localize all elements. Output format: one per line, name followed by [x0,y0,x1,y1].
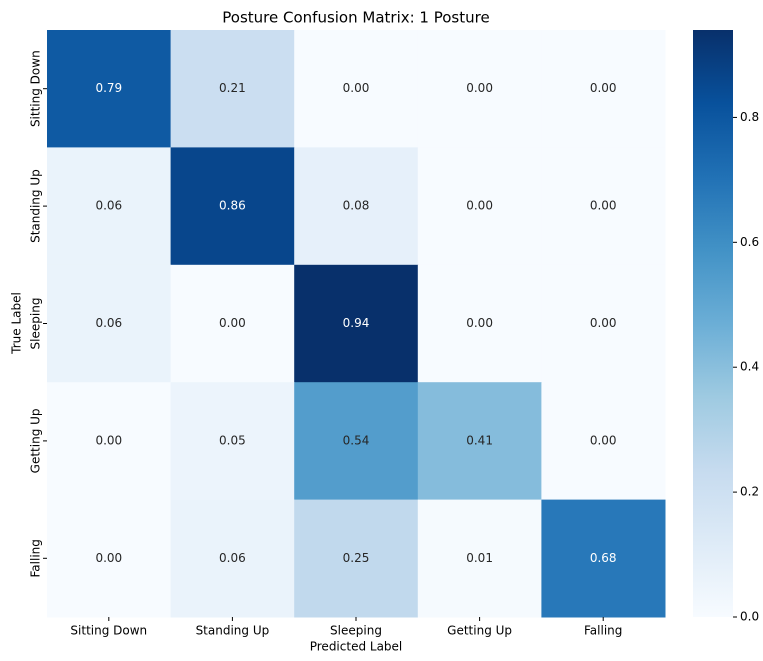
cell-label: 0.06 [219,551,246,565]
heatmap-cell [294,382,419,501]
heatmap-cell [47,264,172,383]
heatmap-cell [170,30,295,148]
cell-label: 0.54 [343,433,370,447]
cell-label: 0.00 [466,81,493,95]
colorbar-tick-label: 0.6 [740,235,759,249]
cell-label: 0.00 [343,81,370,95]
heatmap-cell [417,499,542,618]
cell-label: 0.00 [590,316,617,330]
y-tick-label: Sitting Down [29,50,43,127]
cell-label: 0.94 [343,316,370,330]
heatmap-cell [417,147,542,266]
x-tick-label: Standing Up [196,624,270,638]
cell-label: 0.00 [590,433,617,447]
heatmap-cell [541,382,666,501]
heatmap-cell [47,30,172,148]
cell-label: 0.25 [343,551,370,565]
colorbar-tick-label: 0.0 [740,610,759,624]
heatmap-cell [294,30,419,148]
heatmap-cell [47,382,172,501]
x-tick-label: Getting Up [447,624,512,638]
colorbar-tick-label: 0.8 [740,110,759,124]
x-tick-label: Sitting Down [70,624,147,638]
heatmap-cell [170,147,295,266]
y-tick-label: Getting Up [29,408,43,473]
cell-label: 0.06 [95,316,122,330]
cell-label: 0.00 [95,551,122,565]
cell-label: 0.05 [219,433,246,447]
y-tick-label: Standing Up [29,169,43,243]
x-tick-label: Falling [584,624,622,638]
heatmap-cell [294,499,419,618]
y-axis-label: True Label [10,292,24,355]
cell-label: 0.79 [95,81,122,95]
heatmap-cell [47,147,172,266]
cell-label: 0.00 [219,316,246,330]
cell-label: 0.21 [219,81,246,95]
heatmap-cell [47,499,172,618]
heatmap-cell [170,499,295,618]
colorbar-tick-label: 0.2 [740,485,759,499]
colorbar [693,30,733,617]
cell-label: 0.06 [95,199,122,213]
cell-label: 0.00 [466,199,493,213]
chart-title: Posture Confusion Matrix: 1 Posture [222,9,489,27]
heatmap-cell [170,264,295,383]
heatmap-cell [294,147,419,266]
cell-label: 0.08 [343,199,370,213]
heatmap-cell [294,264,419,383]
cell-label: 0.00 [590,81,617,95]
cell-label: 0.00 [466,316,493,330]
cell-label: 0.68 [590,551,617,565]
cell-label: 0.00 [95,433,122,447]
x-tick-label: Sleeping [330,624,382,638]
heatmap-cell [541,147,666,266]
heatmap-cell [417,264,542,383]
cell-label: 0.86 [219,199,246,213]
heatmap-cell [541,30,666,148]
x-axis-label: Predicted Label [310,640,403,654]
heatmap-cell [417,382,542,501]
heatmap-cell [541,264,666,383]
heatmap-cell [170,382,295,501]
cell-label: 0.01 [466,551,493,565]
colorbar-tick-label: 0.4 [740,360,759,374]
cell-label: 0.00 [590,199,617,213]
y-tick-label: Sleeping [29,298,43,350]
y-tick-label: Falling [29,539,43,577]
heatmap-cell [417,30,542,148]
cell-label: 0.41 [466,433,493,447]
heatmap-cell [541,499,666,618]
